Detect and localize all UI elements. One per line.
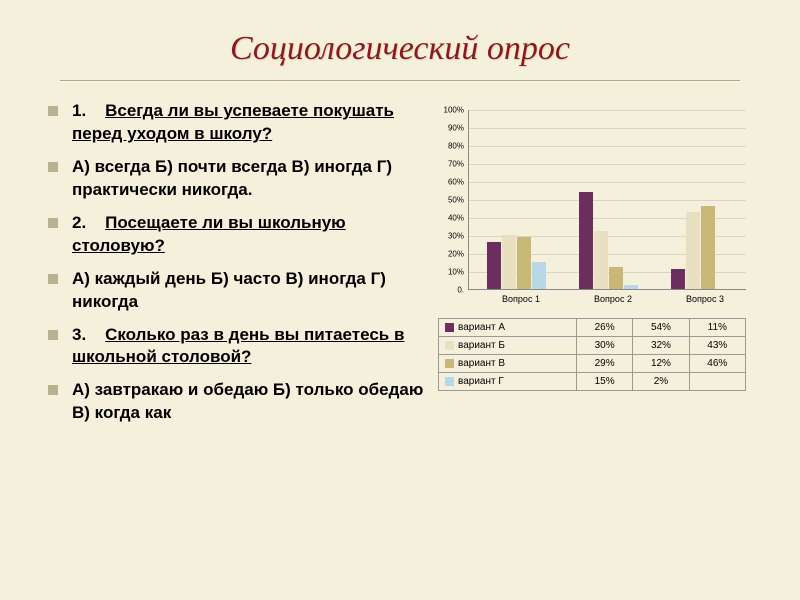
table-cell: 26% <box>576 319 632 337</box>
gridline <box>469 146 746 147</box>
y-tick-label: 100% <box>444 106 464 115</box>
table-row: вариант Г15%2% <box>439 373 746 391</box>
y-tick-label: 80% <box>448 142 464 151</box>
chart-panel: 0. 10% 20% 30% 40% 50% 60% 70% 80% 90% 100% Вопрос… <box>428 100 748 435</box>
plot-area: Вопрос 1Вопрос 2Вопрос 3 <box>468 110 746 290</box>
question-text: 3. Сколько раз в день вы питаетесь в шко… <box>72 324 428 370</box>
gridline <box>469 182 746 183</box>
bar-group <box>487 235 546 289</box>
bar-group <box>671 206 730 289</box>
bar <box>701 206 715 289</box>
table-row: вариант А26%54%11% <box>439 319 746 337</box>
answer-text: А) всегда Б) почти всегда В) иногда Г) п… <box>72 156 428 202</box>
bar <box>502 235 516 289</box>
gridline <box>469 164 746 165</box>
list-item: 2. Посещаете ли вы школьную столовую? <box>48 212 428 258</box>
table-row: вариант В29%12%46% <box>439 355 746 373</box>
gridline <box>469 110 746 111</box>
bar <box>579 192 593 289</box>
bar <box>594 231 608 289</box>
questions-list: 1. Всегда ли вы успеваете покушать перед… <box>48 100 428 435</box>
table-cell: 15% <box>576 373 632 391</box>
table-cell: 46% <box>689 355 745 373</box>
divider <box>60 80 740 82</box>
table-cell: 54% <box>633 319 689 337</box>
bullet-icon <box>48 218 58 228</box>
table-cell: вариант А <box>439 319 577 337</box>
bullet-icon <box>48 330 58 340</box>
table-cell: 2% <box>633 373 689 391</box>
bullet-icon <box>48 274 58 284</box>
y-tick-label: 60% <box>448 178 464 187</box>
content: 1. Всегда ли вы успеваете покушать перед… <box>0 100 800 435</box>
bullet-icon <box>48 385 58 395</box>
table-cell: 11% <box>689 319 745 337</box>
question-text: 2. Посещаете ли вы школьную столовую? <box>72 212 428 258</box>
x-tick-label: Вопрос 1 <box>491 294 551 304</box>
gridline <box>469 128 746 129</box>
table-cell: 43% <box>689 337 745 355</box>
y-tick-label: 90% <box>448 124 464 133</box>
x-tick-label: Вопрос 2 <box>583 294 643 304</box>
y-tick-label: 20% <box>448 250 464 259</box>
table-cell <box>689 373 745 391</box>
table-cell: вариант Г <box>439 373 577 391</box>
table-cell: 29% <box>576 355 632 373</box>
legend-swatch <box>445 341 454 350</box>
y-tick-label: 10% <box>448 268 464 277</box>
table-row: вариант Б30%32%43% <box>439 337 746 355</box>
table-cell: вариант В <box>439 355 577 373</box>
table-cell: 12% <box>633 355 689 373</box>
bar-chart: 0.10%20%30%40%50%60%70%80%90%100% Вопрос… <box>438 110 748 310</box>
bullet-icon <box>48 106 58 116</box>
list-item: А) завтракаю и обедаю Б) только обедаю В… <box>48 379 428 425</box>
y-tick-label: 70% <box>448 160 464 169</box>
bar <box>624 285 638 289</box>
answer-text: А) каждый день Б) часто В) иногда Г) ник… <box>72 268 428 314</box>
y-tick-label: 40% <box>448 214 464 223</box>
bar-group <box>579 192 638 289</box>
bar <box>609 267 623 289</box>
y-tick-label: 50% <box>448 196 464 205</box>
x-tick-label: Вопрос 3 <box>675 294 735 304</box>
y-tick-label: 0. <box>457 286 464 295</box>
answer-text: А) завтракаю и обедаю Б) только обедаю В… <box>72 379 428 425</box>
list-item: А) каждый день Б) часто В) иногда Г) ник… <box>48 268 428 314</box>
table-cell: 30% <box>576 337 632 355</box>
legend-swatch <box>445 323 454 332</box>
question-text: 1. Всегда ли вы успеваете покушать перед… <box>72 100 428 146</box>
data-table: вариант А26%54%11%вариант Б30%32%43%вари… <box>438 318 746 391</box>
y-tick-label: 30% <box>448 232 464 241</box>
bar <box>487 242 501 289</box>
legend-swatch <box>445 359 454 368</box>
y-axis: 0.10%20%30%40%50%60%70%80%90%100% <box>438 110 466 290</box>
table-cell: вариант Б <box>439 337 577 355</box>
table-cell: 32% <box>633 337 689 355</box>
legend-swatch <box>445 377 454 386</box>
bar <box>686 212 700 289</box>
bar <box>532 262 546 289</box>
bar <box>671 269 685 289</box>
list-item: А) всегда Б) почти всегда В) иногда Г) п… <box>48 156 428 202</box>
bullet-icon <box>48 162 58 172</box>
list-item: 3. Сколько раз в день вы питаетесь в шко… <box>48 324 428 370</box>
bar <box>517 237 531 289</box>
page-title: Социологический опрос <box>0 0 800 80</box>
list-item: 1. Всегда ли вы успеваете покушать перед… <box>48 100 428 146</box>
